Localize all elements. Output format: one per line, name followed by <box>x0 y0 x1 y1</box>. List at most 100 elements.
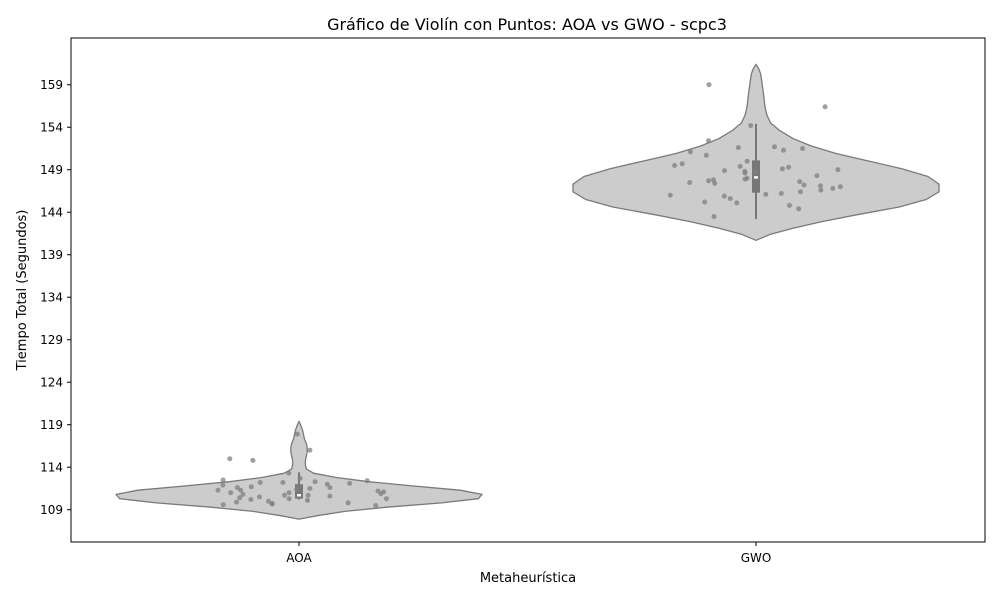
data-point <box>347 480 353 486</box>
data-point <box>378 491 384 497</box>
data-point <box>248 497 254 502</box>
iqr-box-aoa <box>295 484 303 499</box>
data-point <box>307 447 313 453</box>
data-point <box>228 490 234 496</box>
y-tick-label: 144 <box>40 206 63 220</box>
violin-aoa <box>115 420 483 520</box>
data-point <box>305 492 311 498</box>
data-point <box>837 184 843 190</box>
data-point <box>814 173 820 179</box>
data-point <box>364 478 370 484</box>
data-point <box>796 206 802 212</box>
data-point <box>722 168 727 174</box>
y-tick-label: 114 <box>40 461 63 475</box>
data-point <box>667 192 673 198</box>
axes: 109 114 119 124 129 134 139 144 149 154 159 AOA GWO <box>40 78 771 565</box>
data-point <box>327 493 333 499</box>
data-point <box>744 158 750 164</box>
data-point <box>778 191 784 196</box>
data-point <box>327 485 333 491</box>
data-point <box>721 193 727 199</box>
data-point <box>779 166 785 172</box>
data-point <box>220 477 226 483</box>
data-point <box>786 164 792 170</box>
chart-title: Gráfico de Violín con Puntos: AOA vs GWO… <box>327 15 727 34</box>
y-tick-label: 129 <box>40 333 63 347</box>
data-point <box>735 145 741 151</box>
data-point <box>727 196 733 202</box>
data-point <box>679 161 685 167</box>
data-point <box>742 176 748 182</box>
y-tick-label: 154 <box>40 121 63 135</box>
data-point <box>220 502 226 508</box>
data-point <box>257 480 263 485</box>
y-tick-label: 119 <box>40 418 63 432</box>
x-tick-label: AOA <box>286 551 312 565</box>
y-tick-label: 149 <box>40 163 63 177</box>
data-point <box>703 152 709 158</box>
data-point <box>269 501 275 507</box>
data-point <box>238 487 244 493</box>
data-point <box>257 494 262 500</box>
median-marker-aoa <box>297 494 301 497</box>
data-point <box>822 104 828 110</box>
data-point <box>324 481 330 487</box>
data-point <box>215 487 221 493</box>
data-point <box>312 479 318 485</box>
data-point <box>687 180 693 185</box>
data-point <box>797 179 803 185</box>
data-point <box>237 495 243 501</box>
y-tick-label: 139 <box>40 248 63 262</box>
data-point <box>702 199 708 205</box>
x-axis-label: Metaheurística <box>480 571 576 586</box>
data-point <box>280 480 286 485</box>
data-point <box>752 169 758 175</box>
data-point <box>373 503 379 508</box>
data-point <box>294 431 300 437</box>
data-point <box>688 149 693 155</box>
data-point <box>227 456 233 462</box>
data-point <box>818 183 823 189</box>
data-point <box>781 147 786 153</box>
y-tick-label: 109 <box>40 503 63 517</box>
median-marker-gwo <box>754 176 758 179</box>
data-point <box>383 496 389 502</box>
data-point <box>297 475 303 481</box>
data-point <box>734 200 740 206</box>
data-point <box>286 490 292 496</box>
data-point <box>712 180 718 186</box>
data-point <box>801 182 807 188</box>
data-point <box>748 123 754 128</box>
data-point <box>672 163 678 168</box>
data-point <box>787 202 792 208</box>
data-point <box>286 470 292 476</box>
x-tick-label: GWO <box>741 551 772 565</box>
y-tick-label: 159 <box>40 78 63 92</box>
data-point <box>798 189 803 195</box>
data-point <box>706 138 711 144</box>
data-point <box>763 191 769 197</box>
data-point <box>818 187 824 193</box>
y-tick-label: 124 <box>40 376 63 390</box>
data-point <box>706 82 712 88</box>
data-point <box>835 167 841 173</box>
y-axis-label: Tiempo Total (Segundos) <box>15 210 30 372</box>
plot-area <box>115 63 940 520</box>
data-point <box>800 146 806 151</box>
data-point <box>307 486 313 491</box>
data-point <box>294 486 300 492</box>
data-point <box>706 178 712 184</box>
data-point <box>772 144 777 150</box>
data-point <box>282 492 287 498</box>
data-point <box>737 163 743 169</box>
data-point <box>305 497 310 503</box>
data-point <box>742 170 748 176</box>
y-tick-label: 134 <box>40 291 63 305</box>
data-point <box>220 482 226 488</box>
data-point <box>248 484 254 490</box>
data-point <box>830 185 836 191</box>
data-point <box>345 500 351 506</box>
data-point <box>250 457 256 463</box>
